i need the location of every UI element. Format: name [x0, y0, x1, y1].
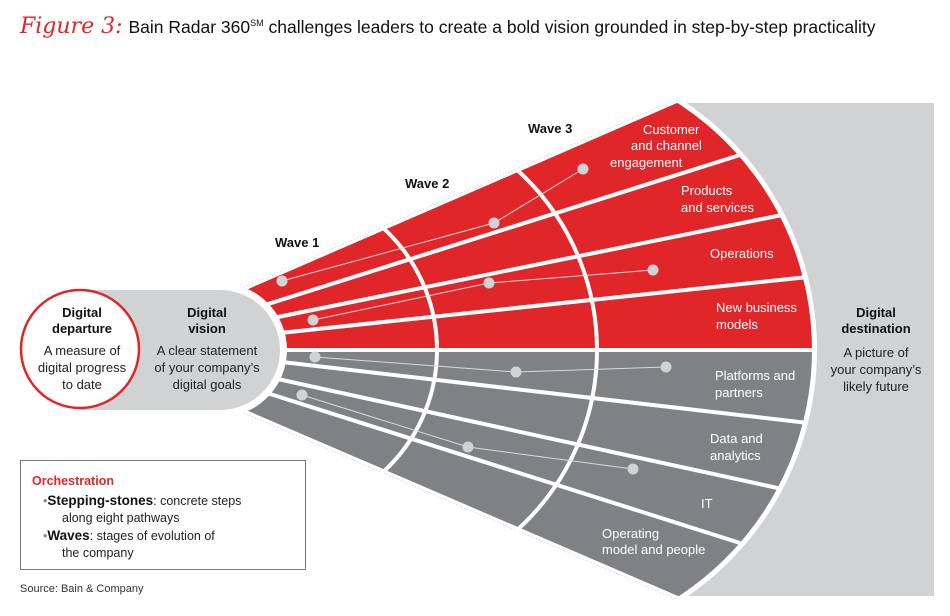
stepping-stone [660, 361, 672, 373]
legend-text-cont: the company [62, 546, 134, 560]
figure-label: Figure 3: [20, 14, 123, 39]
departure-body: A measure of [44, 343, 121, 358]
separator [272, 213, 783, 320]
stepping-stone [307, 314, 319, 326]
vision-body: A clear statement [157, 343, 258, 358]
stepping-stone [462, 441, 474, 453]
vision-heading: vision [188, 321, 226, 336]
stepping-stone [647, 264, 659, 276]
wave-1-label: Wave 1 [275, 235, 319, 250]
legend-item: •Waves: stages of evolution of [43, 528, 215, 543]
pathway-label: Customer [643, 122, 700, 137]
figure-title: Figure 3: Bain Radar 360SM challenges lea… [20, 14, 876, 39]
legend-item: •Stepping-stones: concrete steps [43, 493, 241, 508]
separator [272, 376, 783, 491]
pathway-label: New business [716, 300, 797, 315]
vision-heading: Digital [187, 305, 227, 320]
stepping-stone [309, 351, 321, 363]
destination-area [686, 103, 934, 596]
pathway-label: Operating [602, 526, 659, 541]
pathway-label: Products [681, 183, 733, 198]
pathway-label: and services [681, 200, 754, 215]
departure-body: digital progress [38, 360, 127, 375]
pathway-label: Data and [710, 431, 763, 446]
legend-text-cont: along eight pathways [62, 511, 180, 525]
bullet-icon: • [43, 494, 48, 508]
bullet-icon: • [43, 529, 48, 543]
fan-edge-bottom [243, 412, 677, 600]
pathway-label: Platforms and [715, 368, 795, 383]
legend-term: Waves [47, 528, 90, 543]
stepping-stone [510, 366, 522, 378]
departure-text: Digital departure A measure of digital p… [38, 305, 127, 392]
vision-body: digital goals [173, 377, 242, 392]
legend-heading: Orchestration [32, 474, 114, 488]
vision-body: of your company’s [154, 360, 260, 375]
pathway-label: and channel [631, 138, 702, 153]
source-note: Source: Bain & Company [20, 583, 144, 595]
pathway-label: models [716, 317, 758, 332]
pathway-label: engagement [610, 155, 683, 170]
red-pathways-sector [246, 103, 812, 350]
legend-text: : concrete steps [153, 494, 242, 508]
stepping-stone [276, 275, 288, 287]
title-text: Bain Radar 360 [128, 17, 251, 37]
pathway-labels: Customer and channel engagement Products… [602, 122, 797, 557]
destination-text: Digital destination A picture of your co… [831, 305, 922, 394]
wave-boundary-2 [224, 105, 599, 595]
wave-2-label: Wave 2 [405, 176, 449, 191]
stepping-stone [577, 163, 589, 175]
pathway-label: partners [715, 385, 763, 400]
destination-body: likely future [843, 379, 909, 394]
gray-pathways-sector [246, 350, 812, 596]
pathway-label: model and people [602, 542, 705, 557]
destination-heading: destination [841, 321, 910, 336]
title-text-rest: challenges leaders to create a bold visi… [263, 17, 876, 37]
destination-body: your company’s [831, 362, 922, 377]
separator [281, 360, 809, 425]
separator [279, 275, 809, 335]
destination-body: A picture of [843, 345, 908, 360]
stepping-stone [296, 389, 308, 401]
pathway-label: IT [701, 496, 713, 511]
vision-text: Digital vision A clear statement of your… [154, 305, 260, 392]
departure-heading: departure [52, 321, 112, 336]
separator [264, 153, 741, 307]
departure-circle [19, 288, 141, 410]
legend-box: Orchestration •Stepping-stones: concrete… [20, 460, 306, 570]
departure-body: to date [62, 377, 102, 392]
separator [266, 391, 741, 545]
departure-heading: Digital [62, 305, 102, 320]
legend-term: Stepping-stones [47, 493, 154, 508]
title-superscript: SM [250, 18, 264, 29]
stepping-stone [483, 277, 495, 289]
stepping-stone [488, 217, 500, 229]
fan-edge-top [243, 99, 676, 288]
pathway-label: Operations [710, 246, 774, 261]
destination-heading: Digital [856, 305, 896, 320]
pathway-separators [250, 153, 812, 545]
legend-text: : stages of evolution of [89, 529, 215, 543]
stepping-stone [627, 463, 639, 475]
pathway-label: analytics [710, 448, 761, 463]
wave-3-label: Wave 3 [528, 121, 572, 136]
stepping-stones [276, 163, 672, 475]
